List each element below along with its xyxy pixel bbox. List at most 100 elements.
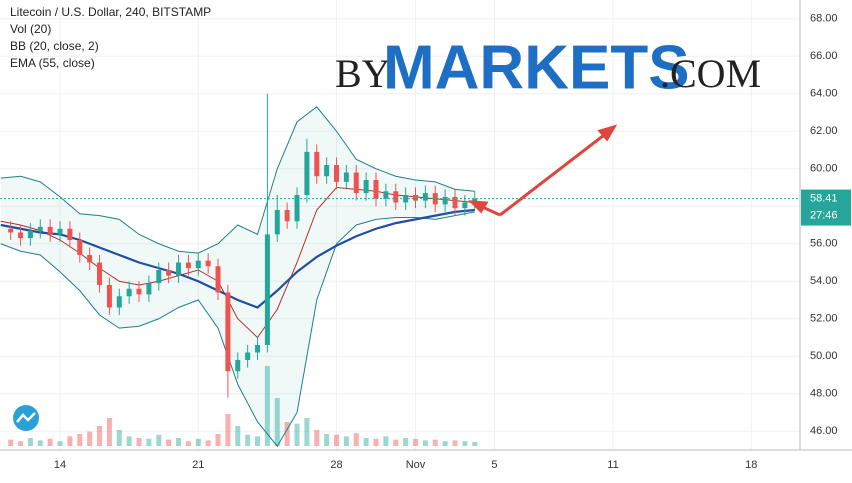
x-tick-label: 21 bbox=[192, 459, 204, 471]
y-tick-label: 60.00 bbox=[810, 163, 838, 175]
volume-bar bbox=[422, 440, 428, 446]
volume-bar bbox=[452, 440, 458, 446]
countdown-label: 27:46 bbox=[810, 209, 838, 221]
volume-bar bbox=[195, 438, 201, 446]
candle-body bbox=[294, 195, 300, 222]
grid bbox=[0, 0, 800, 450]
candle-body bbox=[146, 283, 152, 295]
watermark-suffix: .COM bbox=[660, 51, 761, 96]
volume-bar bbox=[146, 438, 152, 446]
candle-body bbox=[393, 191, 399, 203]
candle-body bbox=[452, 196, 458, 209]
volume-bar bbox=[176, 438, 182, 446]
y-tick-label: 56.00 bbox=[810, 238, 838, 250]
x-tick-label: 11 bbox=[607, 459, 618, 471]
candle-body bbox=[422, 193, 428, 201]
volume-bar bbox=[343, 436, 349, 446]
candle-body bbox=[235, 360, 241, 372]
volume-bar bbox=[166, 439, 172, 446]
volume-bar bbox=[403, 438, 409, 446]
candle-body bbox=[245, 352, 251, 360]
x-tick-label: 28 bbox=[330, 459, 342, 471]
y-tick-label: 50.00 bbox=[810, 350, 838, 362]
candle-body bbox=[413, 195, 419, 201]
y-tick-label: 66.00 bbox=[810, 50, 838, 62]
volume-bar bbox=[304, 418, 310, 446]
volume-bar bbox=[77, 434, 83, 446]
candle-body bbox=[383, 191, 389, 199]
volume-bar bbox=[18, 441, 24, 446]
volume-bar bbox=[136, 438, 142, 446]
candle-body bbox=[264, 234, 270, 345]
candle-body bbox=[97, 262, 103, 285]
volume-bar bbox=[67, 436, 73, 446]
candle-body bbox=[176, 262, 182, 276]
candle-body bbox=[126, 288, 132, 297]
volume-bar bbox=[8, 439, 14, 446]
y-tick-label: 68.00 bbox=[810, 13, 838, 25]
candle-body bbox=[87, 255, 93, 263]
volume-bar bbox=[37, 440, 43, 446]
candle-body bbox=[8, 228, 14, 233]
x-tick-label: Nov bbox=[406, 459, 426, 471]
candle-body bbox=[284, 210, 290, 222]
y-tick-label: 54.00 bbox=[810, 275, 838, 287]
candle-body bbox=[136, 288, 142, 295]
indicator-line bbox=[0, 211, 475, 448]
candle-body bbox=[195, 260, 201, 269]
y-tick-label: 62.00 bbox=[810, 125, 838, 137]
y-tick-label: 52.00 bbox=[810, 313, 838, 325]
volume-bar bbox=[264, 366, 270, 446]
logo bbox=[13, 405, 39, 431]
volume-bar bbox=[57, 441, 63, 446]
volume-bar bbox=[462, 441, 468, 446]
arrow-stem bbox=[499, 130, 609, 217]
candle-body bbox=[353, 172, 359, 194]
candle-body bbox=[18, 232, 24, 239]
indicator-label: Vol (20) bbox=[10, 22, 51, 36]
volume-bar bbox=[314, 430, 320, 446]
candle-body bbox=[37, 226, 43, 231]
volume-bar bbox=[106, 418, 112, 446]
arrow-head bbox=[468, 200, 489, 214]
plot bbox=[0, 93, 800, 448]
candle-body bbox=[373, 180, 379, 199]
candle-body bbox=[156, 270, 162, 284]
candle-body bbox=[442, 196, 448, 205]
volume-bar bbox=[413, 438, 419, 446]
candle-body bbox=[106, 285, 112, 308]
y-tick-label: 48.00 bbox=[810, 388, 838, 400]
volume-bar bbox=[225, 414, 231, 446]
watermark-prefix: by bbox=[335, 51, 391, 96]
candle-body bbox=[324, 165, 330, 177]
indicator-line bbox=[0, 106, 475, 254]
volume-bar bbox=[235, 426, 241, 446]
volume-bar bbox=[116, 430, 122, 446]
candle-body bbox=[472, 198, 478, 203]
candle-body bbox=[77, 240, 83, 255]
candle-body bbox=[363, 180, 369, 194]
volume-bar bbox=[472, 442, 478, 446]
x-tick-label: 18 bbox=[745, 459, 757, 471]
volume-bar bbox=[353, 433, 359, 446]
volume-bar bbox=[47, 438, 53, 446]
volume-bar bbox=[87, 431, 93, 446]
x-tick-label: 5 bbox=[491, 459, 497, 471]
volume-bar bbox=[97, 426, 103, 446]
candle-body bbox=[205, 260, 211, 267]
candle-body bbox=[116, 296, 122, 308]
volume-bar bbox=[324, 434, 330, 446]
volume-bar bbox=[255, 436, 261, 446]
volume-bar bbox=[442, 441, 448, 446]
arrow bbox=[468, 124, 618, 217]
volume-bar bbox=[284, 422, 290, 446]
x-tick-label: 14 bbox=[54, 459, 66, 471]
candle-body bbox=[314, 151, 320, 177]
volume-bar bbox=[27, 438, 33, 446]
axes: 46.0048.0050.0052.0054.0056.0058.0060.00… bbox=[54, 13, 851, 471]
last-price-label: 58.41 bbox=[810, 192, 838, 204]
candle-body bbox=[225, 292, 231, 372]
watermark-brand: MARKETS bbox=[383, 33, 690, 102]
